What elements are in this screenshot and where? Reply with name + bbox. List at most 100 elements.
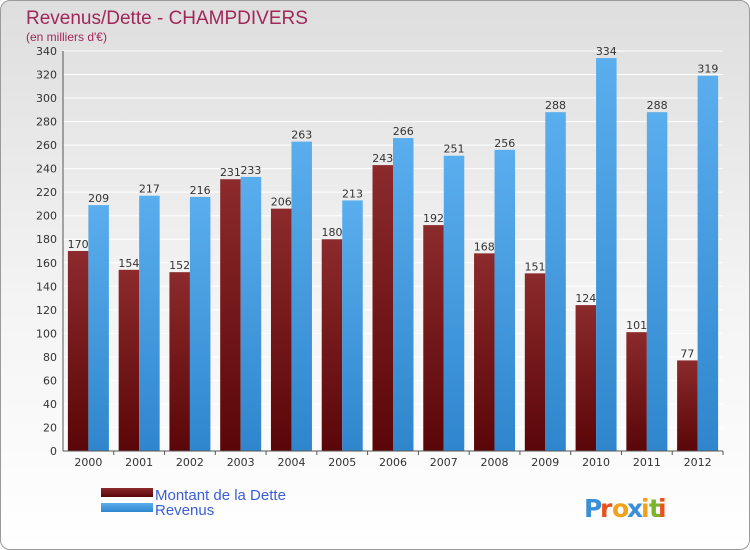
y-tick-label: 320 — [36, 69, 57, 82]
bar-revenus — [545, 112, 566, 452]
value-label-revenus: 319 — [697, 63, 718, 76]
logo-letter: P — [584, 494, 602, 523]
logo-letter: i — [658, 494, 667, 523]
y-tick-label: 120 — [36, 304, 57, 317]
logo-letter: x — [627, 494, 643, 523]
x-tick-label: 2003 — [227, 456, 255, 469]
bars: 170 209 154 217 152 216 231 233 206 263 180 213 243 2… — [67, 45, 719, 452]
bar-revenus — [494, 149, 516, 451]
y-tick-label: 240 — [36, 163, 57, 176]
value-label-dette: 170 — [68, 238, 89, 251]
bar-dette — [626, 332, 647, 451]
value-label-revenus: 213 — [342, 187, 363, 200]
y-tick-label: 280 — [36, 116, 57, 129]
x-tick-label: 2000 — [74, 456, 102, 469]
value-label-dette: 180 — [321, 226, 342, 239]
y-tick-label: 220 — [36, 186, 57, 199]
bar-dette — [423, 225, 444, 451]
x-tick-label: 2001 — [125, 456, 153, 469]
x-tick-label: 2007 — [430, 456, 458, 469]
value-label-revenus: 288 — [647, 99, 668, 112]
y-tick-label: 100 — [36, 327, 57, 340]
bar-dette — [474, 253, 495, 451]
bar-revenus — [596, 58, 617, 451]
bar-revenus — [393, 138, 414, 451]
logo-letter: r — [600, 494, 613, 523]
bar-dette — [524, 273, 546, 451]
chart-subtitle: (en milliers d'€) — [26, 30, 107, 44]
bar-revenus — [646, 112, 668, 452]
x-tick-label: 2010 — [582, 456, 610, 469]
bar-revenus — [88, 205, 109, 451]
legend-swatch-debt — [101, 488, 153, 497]
logo-letter: t — [649, 494, 661, 523]
y-tick-label: 20 — [43, 421, 57, 434]
value-label-dette: 101 — [626, 319, 647, 332]
chart-title: Revenus/Dette - CHAMPDIVERS — [26, 8, 308, 29]
value-label-revenus: 233 — [240, 164, 261, 177]
bar-revenus — [443, 155, 465, 452]
bar-revenus — [291, 141, 312, 451]
value-label-revenus: 251 — [444, 143, 465, 156]
value-label-dette: 168 — [474, 240, 495, 253]
logo-letter: i — [641, 494, 650, 523]
value-label-revenus: 256 — [494, 137, 515, 150]
value-label-dette: 152 — [169, 259, 190, 272]
x-tick-label: 2005 — [328, 456, 356, 469]
proxiti-logo: Pr oxi ti — [584, 494, 667, 523]
bar-revenus — [697, 75, 719, 452]
legend-label-revenus: Revenus — [155, 502, 214, 519]
value-label-dette: 151 — [525, 260, 546, 273]
value-label-revenus: 334 — [596, 45, 617, 58]
bar-dette — [67, 251, 89, 451]
bar-dette — [321, 239, 343, 451]
logo-letter: o — [612, 494, 629, 523]
bar-dette — [270, 208, 292, 451]
y-tick-label: 340 — [36, 45, 57, 58]
value-label-dette: 231 — [220, 166, 241, 179]
y-tick-label: 300 — [36, 92, 57, 105]
y-tick-label: 40 — [43, 398, 57, 411]
x-tick-label: 2009 — [531, 456, 559, 469]
value-label-dette: 206 — [271, 196, 292, 209]
bar-dette — [372, 165, 393, 451]
y-tick-label: 0 — [50, 445, 57, 458]
bar-dette — [118, 269, 140, 451]
x-tick-label: 2004 — [277, 456, 305, 469]
legend-swatch-revenus — [101, 503, 153, 512]
value-label-revenus: 217 — [139, 183, 160, 196]
value-label-revenus: 263 — [291, 129, 312, 142]
x-tick-label: 2006 — [379, 456, 407, 469]
legend: Montant de la Dette Revenus — [101, 487, 286, 519]
value-label-dette: 154 — [118, 257, 139, 270]
x-tick-label: 2008 — [481, 456, 509, 469]
y-tick-label: 180 — [36, 233, 57, 246]
y-tick-label: 60 — [43, 374, 57, 387]
value-label-dette: 77 — [680, 347, 694, 360]
axes: 0 20 40 60 80 100 120 140 160 180 200 220 240 260 280 3… — [36, 45, 724, 469]
bar-dette — [169, 272, 190, 451]
bar-revenus — [139, 195, 160, 451]
value-label-revenus: 209 — [88, 192, 109, 205]
y-tick-label: 200 — [36, 210, 57, 223]
value-label-dette: 192 — [423, 212, 444, 225]
value-label-dette: 124 — [575, 292, 596, 305]
bar-revenus — [342, 200, 363, 451]
y-tick-label: 140 — [36, 280, 57, 293]
x-tick-label: 2002 — [176, 456, 204, 469]
y-tick-label: 260 — [36, 139, 57, 152]
bar-dette — [220, 179, 241, 451]
value-label-revenus: 266 — [393, 125, 414, 138]
x-tick-label: 2012 — [684, 456, 712, 469]
y-tick-label: 160 — [36, 257, 57, 270]
y-tick-label: 80 — [43, 351, 57, 364]
value-label-revenus: 288 — [545, 99, 566, 112]
bar-revenus — [189, 196, 211, 451]
bar-dette — [677, 360, 698, 451]
legend-label-debt: Montant de la Dette — [155, 487, 286, 504]
value-label-dette: 243 — [372, 152, 393, 165]
bar-revenus — [240, 176, 262, 451]
bar-dette — [575, 305, 597, 451]
